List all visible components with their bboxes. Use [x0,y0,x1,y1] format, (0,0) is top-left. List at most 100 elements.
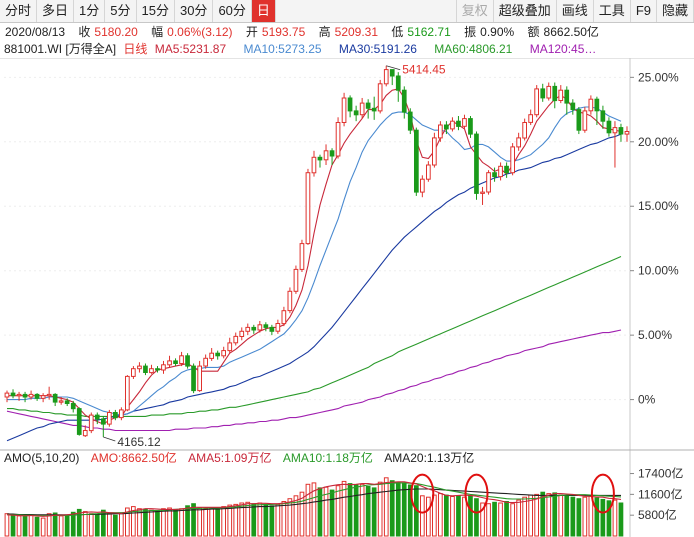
candle [383,65,389,87]
candle-body [432,137,437,166]
candle [269,324,275,336]
tab-intraday[interactable]: 分时 [0,0,38,22]
amount-value: 8662.50亿 [543,25,599,39]
candle [88,412,94,434]
candle-body [335,122,341,157]
restore-rights-button[interactable]: 复权 [457,0,494,22]
super-overlay-button[interactable]: 超级叠加 [494,0,557,22]
candle-body [281,310,287,325]
candle [119,407,124,421]
candle [16,391,22,401]
candle-body [570,102,576,110]
volume-bar [113,514,118,537]
candle [293,265,299,294]
volume-bar [70,511,76,537]
volume-bar [600,498,606,537]
amp-value: 0.90% [480,25,515,39]
candle-body [287,290,293,312]
volume-bar [606,500,612,537]
candle-body [239,330,245,337]
candle [395,72,401,102]
candle [143,363,148,376]
tab-5min[interactable]: 5分 [105,0,137,22]
candle [34,393,40,401]
candle-body [389,69,395,77]
ma10-label: MA10:5273.25 [243,42,322,56]
f9-button[interactable]: F9 [631,0,657,22]
price-axis-label: 0% [638,393,656,407]
candle [570,99,576,115]
volume-bar [34,516,40,537]
candle [70,400,76,413]
volume-bar [510,503,515,537]
volume-bar [64,514,70,537]
kline-chart[interactable]: 25.00% 20.00% 15.00% 10.00% 5.00% 0% 5414.45 41… [0,58,694,537]
open-label: 开 [245,25,258,39]
ma30-label: MA30:5191.26 [338,42,417,56]
volume-bar [46,513,52,537]
volume-bar [371,487,377,537]
volume-bar [383,477,389,537]
candle-body [444,124,449,130]
candle-body [299,243,305,270]
candle [305,168,311,245]
candle [281,306,287,327]
candle [546,82,552,101]
volume-bar [401,482,407,537]
candle-body [22,393,28,398]
highlight-circle [590,473,615,514]
candle-body [34,393,40,399]
tab-60min[interactable]: 60分 [213,0,252,22]
candle [4,390,10,403]
tab-30min[interactable]: 30分 [175,0,214,22]
tab-15min[interactable]: 15分 [137,0,175,22]
candle-body [329,150,335,157]
volume-bar [546,493,552,537]
high-label: 高 [318,25,331,39]
candle [534,85,539,118]
candle-body [155,368,160,371]
candle-body [82,430,88,437]
close-value: 5180.20 [94,25,138,39]
candle-body [28,393,34,398]
candle-body [474,133,479,194]
candle [618,123,624,142]
candle-body [52,393,58,403]
volume-bar [353,484,359,537]
amo-title: AMO(5,10,20) [4,451,80,465]
candle-body [227,342,233,352]
candle-body [438,124,443,139]
candle-body [540,88,546,99]
candle [474,131,479,200]
candle-body [293,268,299,292]
candle-body [173,360,178,364]
candle-body [203,357,209,367]
candle [76,407,82,436]
candle-body [305,172,311,245]
tab-daily[interactable]: 日 [251,0,276,22]
candle [456,116,461,131]
hide-button[interactable]: 隐藏 [657,0,694,22]
volume-bar [16,515,22,537]
candle [101,416,106,437]
candle-body [257,324,263,331]
ma30-line [6,133,622,442]
ama20-value: AMA20:1.13万亿 [384,451,475,465]
volume-bar [594,497,600,537]
candle [22,391,28,403]
ma120-label: MA120:45… [529,42,597,56]
candle [299,239,305,272]
candle-body [311,156,317,174]
tools-menu[interactable]: 工具 [594,0,631,22]
tab-1min[interactable]: 1分 [74,0,106,22]
draw-line-button[interactable]: 画线 [557,0,594,22]
candle-body [606,120,612,134]
candle [612,121,618,168]
tab-multiday[interactable]: 多日 [37,0,75,22]
index-code: 881001.WI [万得全A] [4,42,117,56]
candle-body [594,98,600,112]
volume-bar [576,498,582,537]
candle-body [46,393,52,397]
volume-bar [498,502,503,537]
price-axis-label: 5.00% [638,328,672,342]
